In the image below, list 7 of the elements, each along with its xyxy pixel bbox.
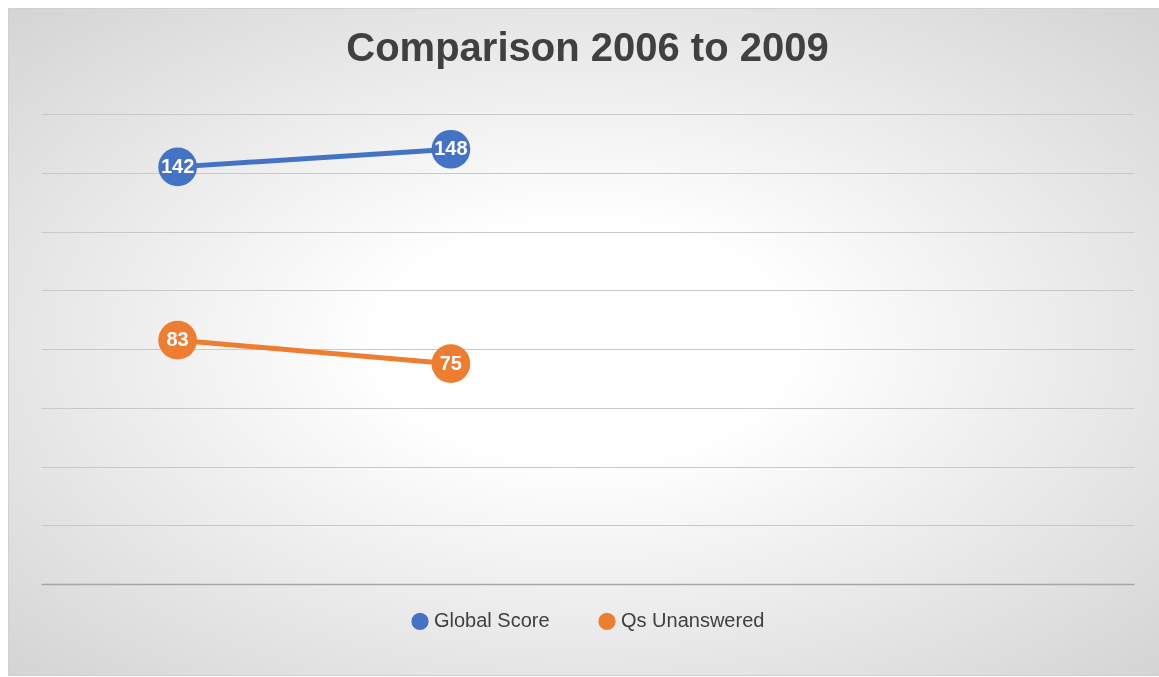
data-label: 75 bbox=[439, 351, 462, 374]
chart-title: Comparison 2006 to 2009 bbox=[346, 25, 829, 69]
legend-label: Global Score bbox=[434, 609, 550, 632]
legend-label: Qs Unanswered bbox=[621, 609, 765, 632]
data-label: 148 bbox=[434, 137, 468, 160]
data-label: 83 bbox=[166, 328, 189, 351]
data-label: 142 bbox=[160, 154, 195, 177]
